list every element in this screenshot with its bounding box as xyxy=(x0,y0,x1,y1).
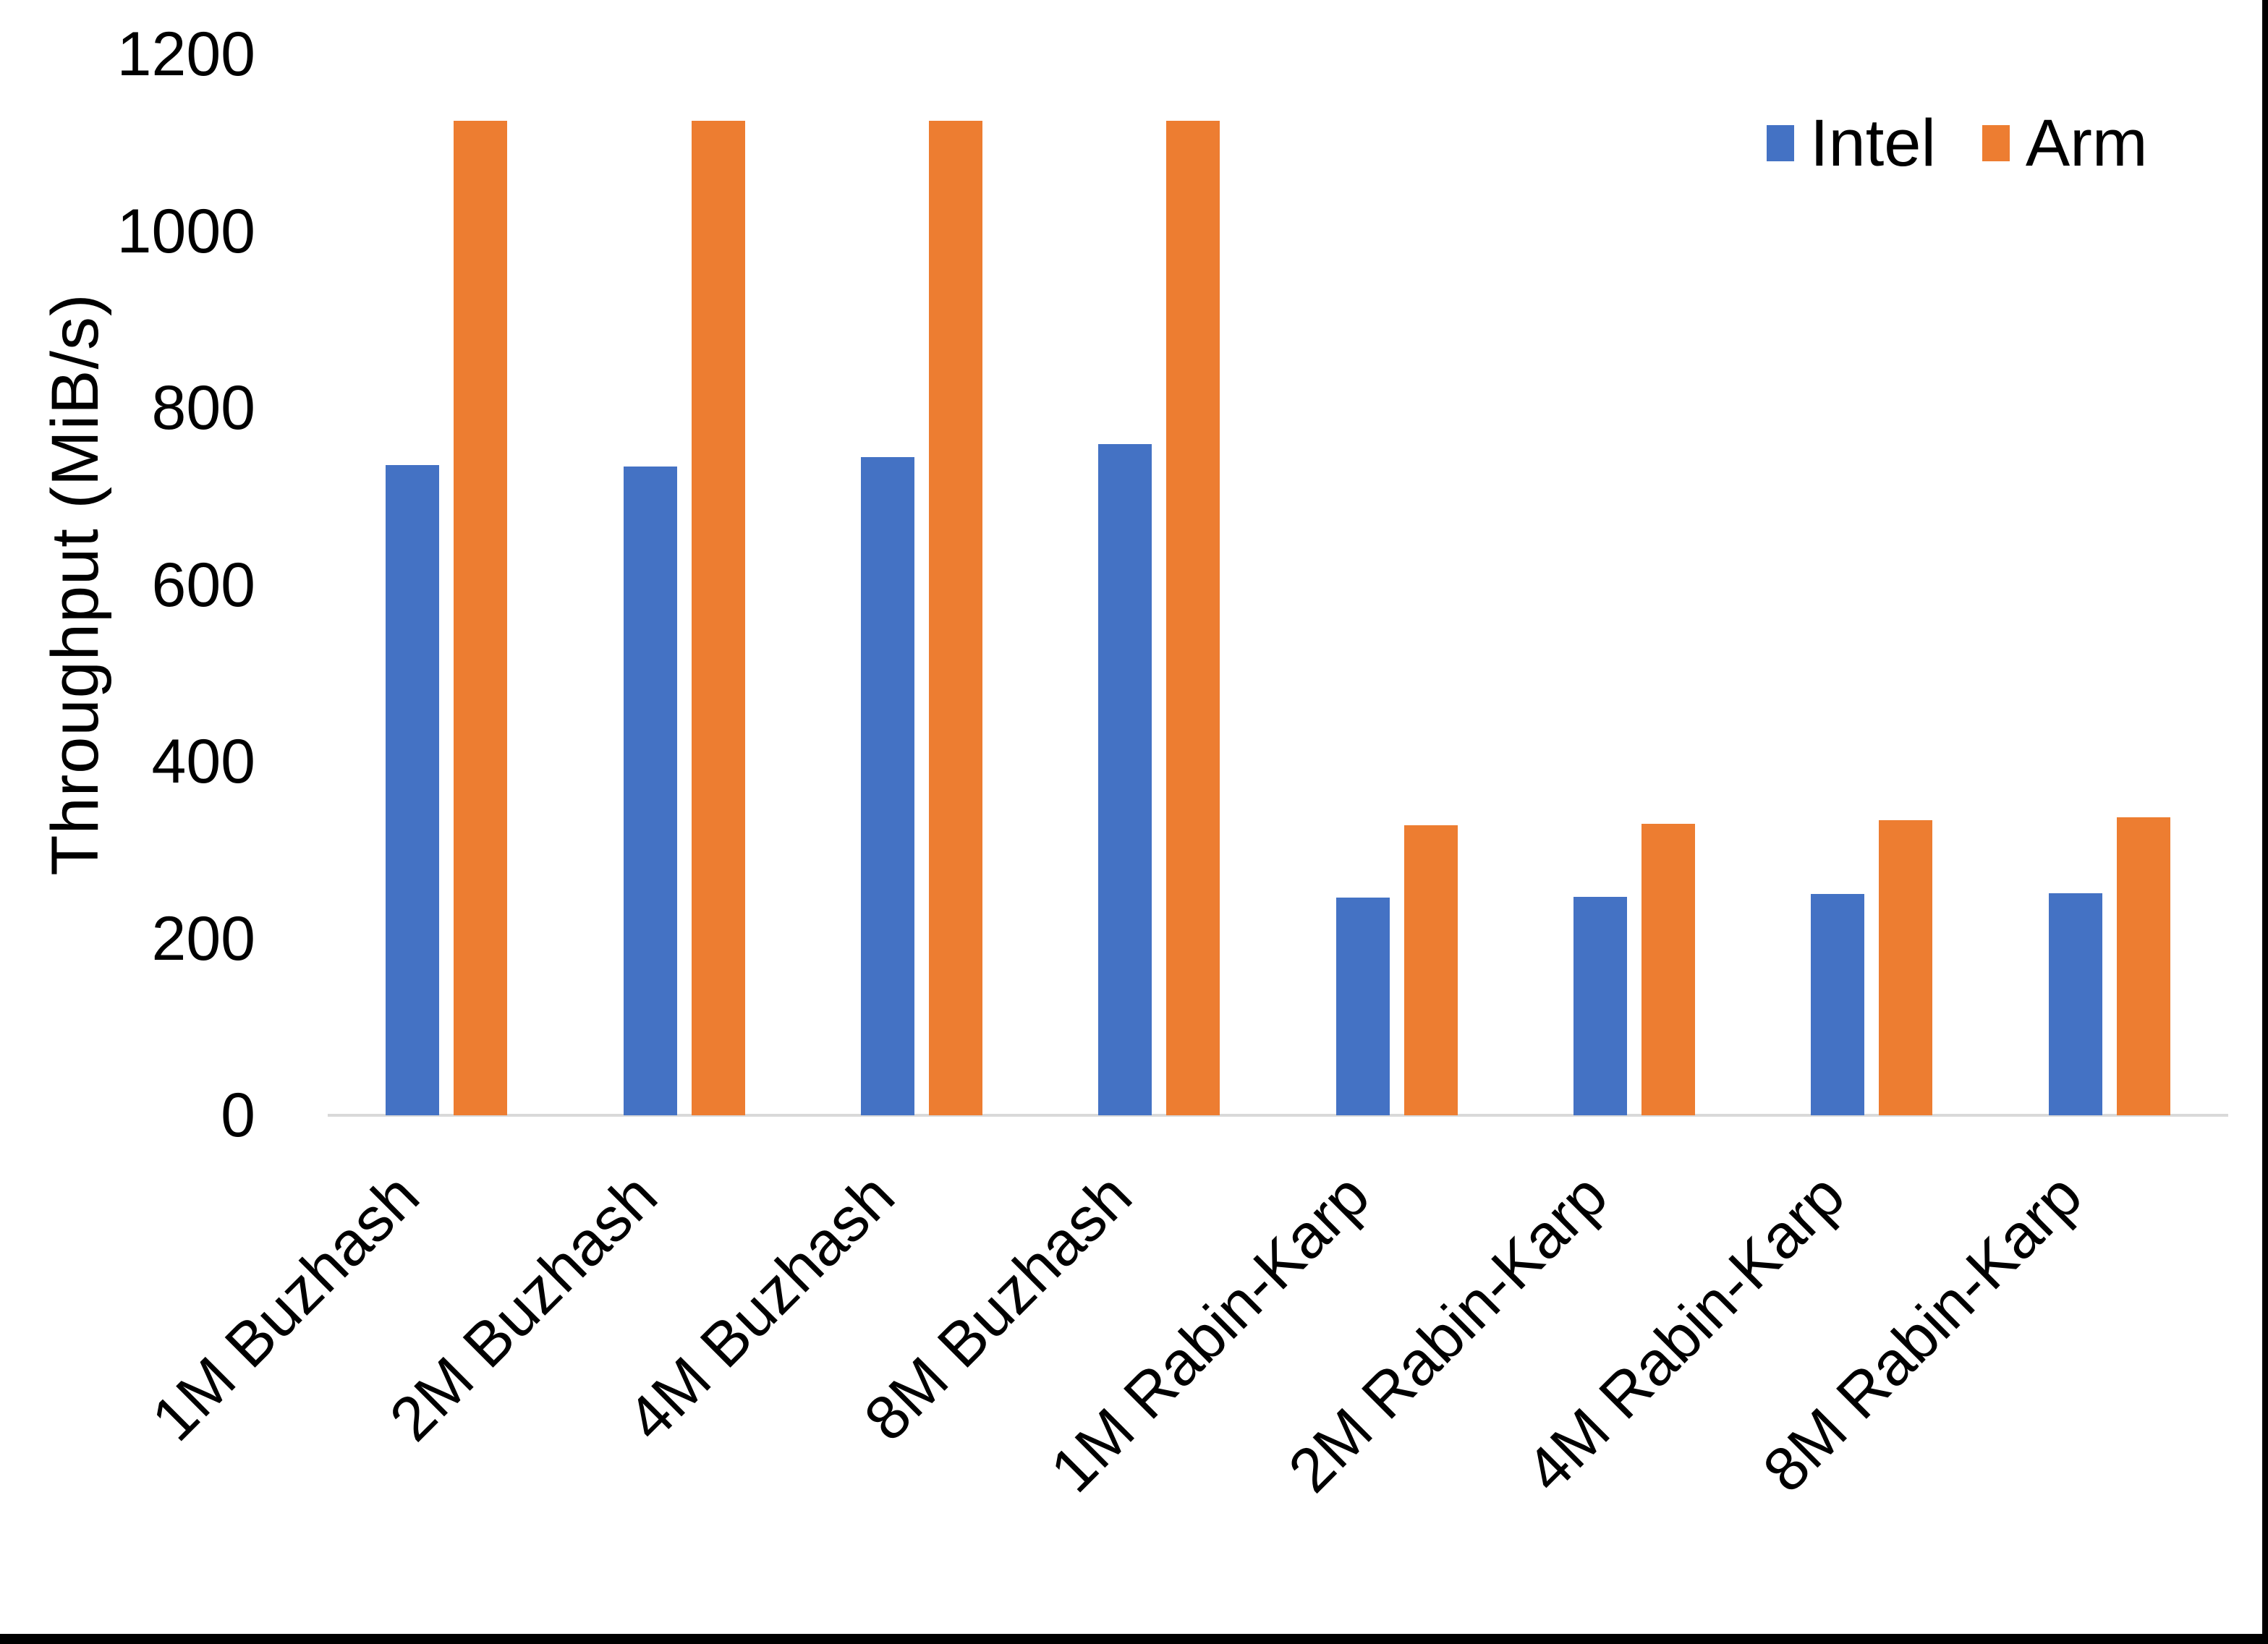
bar-arm-4m-rabin-karp xyxy=(1879,819,1933,1115)
y-tick-label: 1200 xyxy=(116,20,255,89)
x-label-slot: 8M Rabin-Karp xyxy=(1751,1115,2228,1622)
plot-area xyxy=(328,54,2228,1115)
y-tick-label: 800 xyxy=(151,373,256,443)
bar-intel-1m-buzhash xyxy=(386,465,440,1115)
y-tick-label: 400 xyxy=(151,727,256,796)
legend-label-intel: Intel xyxy=(1810,106,1936,180)
bar-arm-2m-buzhash xyxy=(691,120,745,1115)
bar-intel-4m-buzhash xyxy=(860,457,914,1115)
y-tick-label: 0 xyxy=(221,1081,255,1150)
bar-intel-2m-rabin-karp xyxy=(1573,897,1628,1115)
y-tick-label: 200 xyxy=(151,903,256,974)
bar-arm-1m-rabin-karp xyxy=(1403,825,1458,1115)
bar-group xyxy=(565,54,802,1115)
legend-item-arm: Arm xyxy=(1982,110,2148,176)
bar-intel-4m-rabin-karp xyxy=(1811,894,1865,1115)
bar-arm-8m-rabin-karp xyxy=(2116,817,2170,1115)
bar-group xyxy=(1516,54,1753,1115)
legend-item-intel: Intel xyxy=(1767,110,1936,176)
bar-group xyxy=(1753,54,1990,1115)
y-tick-label: 600 xyxy=(151,550,256,620)
x-axis-labels: 1M Buzhash 2M Buzhash 4M Buzhash 8M Buzhash… xyxy=(139,1115,2228,1622)
bar-groups xyxy=(328,54,2228,1115)
bar-arm-1m-buzhash xyxy=(454,120,508,1115)
bar-arm-8m-buzhash xyxy=(1166,120,1220,1115)
bar-group xyxy=(1278,54,1516,1115)
bar-intel-8m-rabin-karp xyxy=(2048,893,2102,1115)
y-axis-ticks: 0 200 400 600 800 1000 1200 xyxy=(0,23,264,1146)
legend-swatch-intel xyxy=(1767,125,1794,161)
bar-group xyxy=(328,54,565,1115)
y-tick-label: 1000 xyxy=(116,196,255,266)
x-axis-line xyxy=(328,1114,2228,1117)
bar-intel-1m-rabin-karp xyxy=(1335,898,1390,1115)
bar-group xyxy=(803,54,1040,1115)
bar-arm-2m-rabin-karp xyxy=(1641,823,1696,1115)
bar-intel-2m-buzhash xyxy=(623,466,677,1115)
legend-swatch-arm xyxy=(1982,125,2010,161)
bar-group xyxy=(1040,54,1278,1115)
bar-arm-4m-buzhash xyxy=(928,120,982,1115)
bar-group xyxy=(1991,54,2228,1115)
legend-label-arm: Arm xyxy=(2025,106,2148,180)
legend: Intel Arm xyxy=(1767,110,2148,176)
bar-intel-8m-buzhash xyxy=(1098,444,1152,1115)
